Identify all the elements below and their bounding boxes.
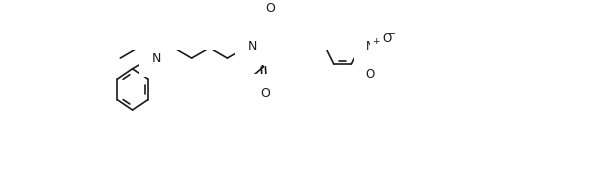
Text: O: O	[265, 2, 276, 15]
Text: −: −	[388, 29, 397, 40]
Text: N: N	[151, 52, 160, 65]
Text: +: +	[372, 37, 379, 46]
Text: O: O	[382, 32, 391, 45]
Text: N: N	[248, 40, 257, 53]
Text: O: O	[366, 68, 375, 81]
Text: O: O	[260, 87, 270, 100]
Text: N: N	[366, 40, 375, 53]
